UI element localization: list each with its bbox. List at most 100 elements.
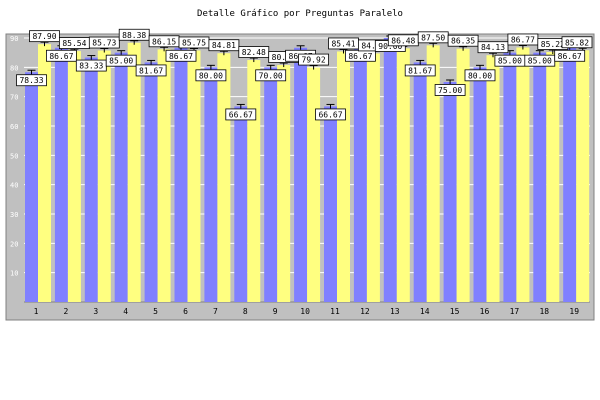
data-label-text: 86.35 [451,37,475,46]
x-tick-label-17: 17 [510,307,520,316]
bar-2-s2 [67,51,81,302]
data-label-text: 80.00 [468,71,492,80]
data-label-text: 84.74 [361,41,385,50]
bar-5-s1 [144,62,158,303]
bar-10-s2 [307,67,321,303]
data-label: 70.00 [255,69,287,82]
bar-15-s1 [443,82,457,302]
x-tick-label-2: 2 [63,307,68,316]
data-label-text: 66.67 [318,110,342,119]
data-label-box [208,39,240,52]
data-label-text: 85.00 [528,57,552,66]
bar-16-s1 [473,67,487,302]
x-tick-label-7: 7 [213,307,218,316]
data-label-box [118,28,150,41]
data-label: 66.67 [225,108,257,121]
data-label-box [434,84,466,96]
data-label-text: 81.67 [408,66,432,75]
data-label-box [298,53,330,66]
data-label: 86.67 [554,49,586,62]
data-label-box [255,69,287,82]
x-tick-label-3: 3 [93,307,98,316]
x-tick-label-10: 10 [300,307,310,316]
data-label: 86.15 [148,35,180,48]
bar-14-s2 [426,45,440,302]
y-tick-label: 80 [10,64,18,72]
data-label: 81.67 [404,64,436,77]
bar-11-s2 [337,51,350,302]
data-label: 87.50 [417,31,449,44]
chart-title: Detalle Gráfico por Preguntas Paralelo [197,9,403,19]
data-label-box [477,41,509,54]
data-label-box [135,64,167,77]
data-label: 81.67 [135,64,167,77]
bar-13-s2 [396,48,410,302]
data-label: 85.00 [524,54,556,67]
bar-18-s2 [546,52,560,302]
bar-6-s1 [174,47,188,302]
bar-12-s1 [353,47,367,302]
x-tick-label-4: 4 [123,307,128,316]
bar-11-s1 [324,106,337,303]
data-label-text: 80.78 [272,53,296,62]
x-tick-label-13: 13 [390,307,400,316]
data-label: 85.00 [105,54,137,67]
data-label: 86.35 [447,34,479,47]
x-tick-label-1: 1 [34,307,39,316]
data-label: 86.77 [507,33,539,46]
data-label: 85.54 [59,37,90,49]
x-tick-label-6: 6 [183,307,188,316]
x-tick-label-12: 12 [360,307,370,316]
y-tick-label: 10 [10,270,18,278]
y-tick-label: 50 [10,152,18,160]
data-label-box [165,49,197,62]
y-tick-label: 40 [10,182,18,190]
data-label-box [88,36,120,49]
bar-9-s1 [264,67,278,302]
data-label: 86.67 [46,49,77,62]
data-label: 66.67 [315,108,346,121]
data-label: 85.82 [561,36,593,49]
bar-2-s1 [54,47,68,302]
data-label: 85.73 [88,36,120,49]
data-label-text: 83.33 [79,62,103,71]
data-label-text: 86.67 [169,52,193,61]
data-label-box [225,108,257,121]
bar-7-s2 [217,53,231,302]
bar-7-s1 [204,67,218,302]
data-label-text: 85.82 [565,38,589,47]
bar-18-s1 [533,52,547,302]
data-label-text: 87.50 [421,33,445,42]
data-label-text: 82.48 [242,48,266,57]
data-label-text: 80.00 [199,71,223,80]
bar-14-s1 [413,62,427,303]
data-label: 88.38 [118,28,150,41]
data-label-text: 90.00 [378,42,402,51]
bar-3-s1 [84,57,98,302]
bar-13-s1 [383,38,397,302]
data-label-box [195,69,227,82]
data-label-text: 79.92 [302,56,326,65]
bar-16-s2 [486,55,500,303]
data-label-box [464,69,496,82]
data-label-box [554,49,586,62]
data-label-box [561,36,593,49]
data-label-box [315,108,346,121]
data-label-box [105,54,137,67]
bar-4-s1 [114,52,128,302]
data-label: 87.90 [29,30,60,43]
y-tick-label: 90 [10,35,18,43]
data-label-text: 85.00 [109,57,133,66]
bar-1-s2 [38,44,51,302]
bar-17-s2 [516,47,530,302]
data-label-box [447,34,479,47]
data-label-text: 87.90 [32,32,56,41]
y-tick-label: 70 [10,94,18,102]
bar-17-s1 [503,52,517,302]
bar-10-s1 [294,47,308,302]
bar-19-s2 [576,50,590,302]
data-label-text: 86.48 [391,36,415,45]
x-tick-label-5: 5 [153,307,158,316]
x-tick-label-9: 9 [273,307,278,316]
